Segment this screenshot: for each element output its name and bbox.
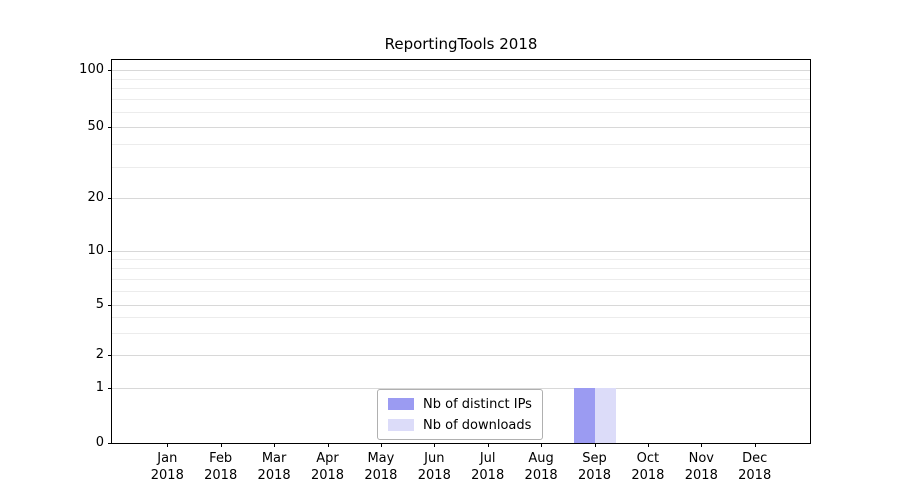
gridline [112,78,810,80]
x-tick-mark [541,444,543,447]
gridline [112,259,810,261]
x-tick-label: Dec 2018 [738,451,772,483]
bar-downloads-sep [594,388,616,443]
legend-label-downloads: Nb of downloads [423,417,532,433]
legend-swatch-downloads [388,419,414,431]
x-tick-label: Nov 2018 [684,451,718,483]
gridline [112,198,810,199]
x-tick-mark [167,444,169,447]
x-tick-mark [701,444,703,447]
gridline [112,278,810,280]
y-tick-label: 1 [95,380,104,395]
chart-title: ReportingTools 2018 [384,35,538,53]
gridline [112,317,810,319]
gridline [112,268,810,270]
plot-area: Nb of distinct IPs Nb of downloads [111,59,811,444]
gridline [112,88,810,90]
x-tick-label: Jul 2018 [471,451,505,483]
gridline [112,251,810,252]
x-tick-label: Mar 2018 [257,451,291,483]
x-tick-mark [594,444,596,447]
gridline [112,290,810,292]
gridline [112,70,810,71]
bar-layer [112,60,810,443]
x-tick-label: Aug 2018 [524,451,558,483]
legend-swatch-distinct-ips [388,398,414,410]
x-tick-label: May 2018 [364,451,398,483]
x-tick-label: Apr 2018 [310,451,345,483]
x-tick-mark [647,444,649,447]
gridline [112,144,810,146]
x-tick-mark [487,444,489,447]
y-tick-label: 20 [87,190,104,205]
y-tick-label: 2 [95,347,104,362]
y-tick-label: 5 [95,297,104,312]
gridline [112,388,810,389]
x-tick-label: Feb 2018 [204,451,238,483]
x-tick-label: Jun 2018 [417,451,451,483]
y-tick-label: 100 [79,62,104,77]
x-tick-label: Oct 2018 [631,451,665,483]
x-tick-mark [380,444,382,447]
bar-distinct-ips-sep [573,388,595,443]
legend-label-distinct-ips: Nb of distinct IPs [423,396,532,412]
gridline [112,166,810,168]
x-tick-mark [327,444,329,447]
x-tick-mark [434,444,436,447]
gridline [112,99,810,101]
legend-entry-distinct-ips: Nb of distinct IPs [388,395,532,413]
gridline [112,332,810,334]
gridline [112,127,810,128]
x-tick-mark [754,444,756,447]
y-tick-label: 50 [87,119,104,134]
x-tick-mark [220,444,222,447]
x-tick-label: Sep 2018 [577,451,612,483]
x-tick-mark [274,444,276,447]
legend-entry-downloads: Nb of downloads [388,416,532,434]
legend: Nb of distinct IPs Nb of downloads [377,389,543,440]
gridline [112,305,810,306]
y-tick-label: 0 [95,435,104,450]
x-tick-label: Jan 2018 [150,451,184,483]
gridline [112,112,810,113]
grid-layer [112,60,810,443]
y-tick-label: 10 [87,243,104,258]
gridline [112,355,810,356]
